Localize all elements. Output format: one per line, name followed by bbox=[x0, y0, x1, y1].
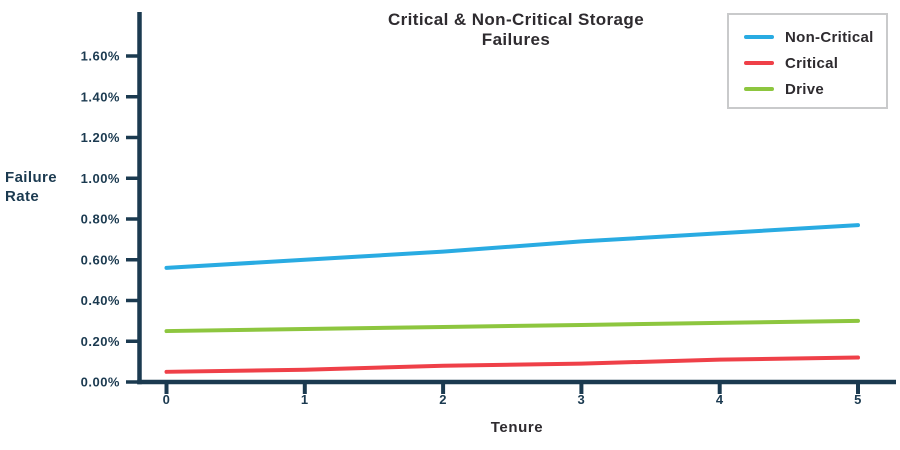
legend: Non-Critical Critical Drive bbox=[727, 13, 888, 109]
x-axis-label: Tenure bbox=[490, 419, 544, 436]
y-tick-label: 0.80% bbox=[81, 212, 120, 227]
legend-item: Drive bbox=[744, 76, 886, 102]
series-line-drive bbox=[164, 318, 860, 334]
y-tick-label: 1.20% bbox=[81, 130, 120, 145]
y-tick-label: 0.40% bbox=[81, 293, 120, 308]
x-tick-label: 3 bbox=[578, 392, 586, 407]
legend-swatch-critical bbox=[744, 61, 774, 65]
y-tick-label: 1.00% bbox=[81, 171, 120, 186]
x-tick-label: 0 bbox=[163, 392, 171, 407]
y-tick-label: 0.20% bbox=[81, 334, 120, 349]
legend-item: Critical bbox=[744, 50, 886, 76]
series-line-non-critical bbox=[164, 223, 860, 270]
legend-label: Drive bbox=[785, 80, 825, 98]
x-tick-label: 5 bbox=[854, 392, 862, 407]
x-tick-label: 1 bbox=[301, 392, 309, 407]
legend-label: Non-Critical bbox=[785, 28, 874, 46]
series-line-critical bbox=[164, 355, 860, 374]
x-tick-label: 2 bbox=[439, 392, 447, 407]
y-tick-label: 0.60% bbox=[81, 252, 120, 267]
legend-swatch-drive bbox=[744, 87, 774, 91]
y-axis-label: Failure Rate bbox=[5, 169, 57, 205]
x-tick-label: 4 bbox=[716, 392, 724, 407]
legend-swatch-non-critical bbox=[744, 35, 774, 39]
chart-title: Critical & Non-Critical Storage Failures bbox=[387, 10, 645, 49]
y-tick-label: 1.60% bbox=[81, 49, 120, 64]
legend-item: Non-Critical bbox=[744, 24, 886, 50]
y-tick-label: 1.40% bbox=[81, 89, 120, 104]
y-tick-label: 0.00% bbox=[81, 375, 120, 390]
legend-label: Critical bbox=[785, 54, 839, 72]
